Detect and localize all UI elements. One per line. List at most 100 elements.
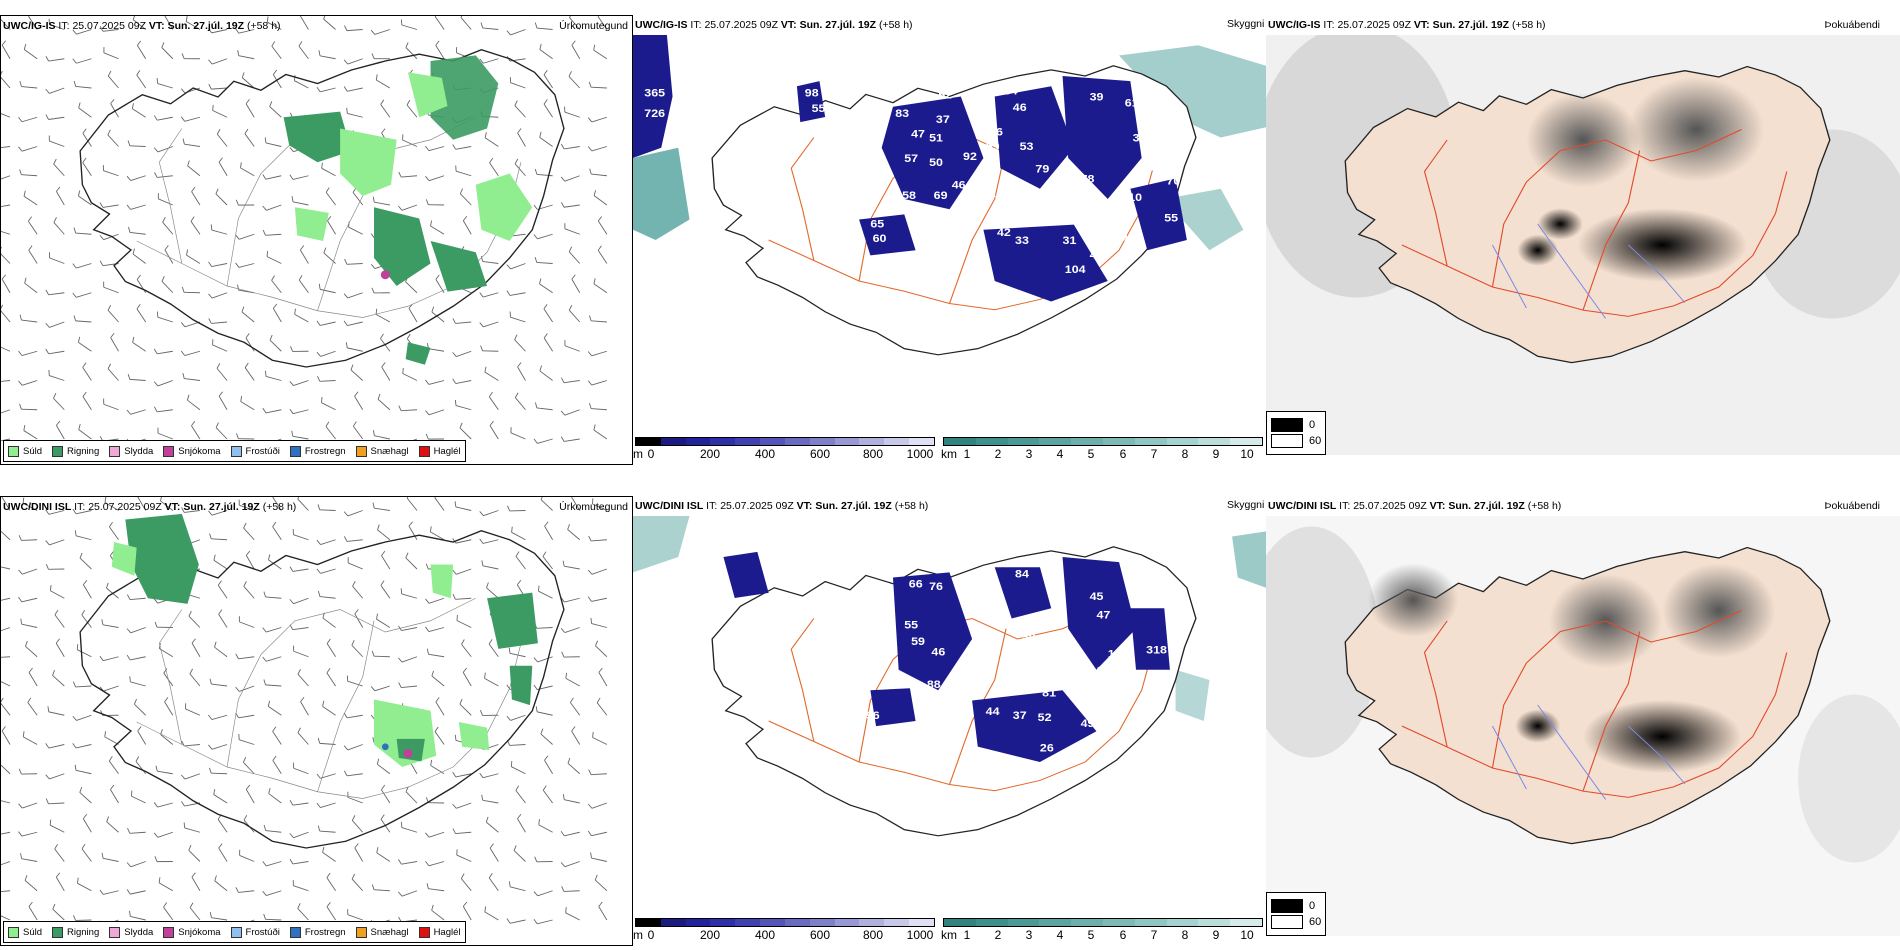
wind-barb: [568, 251, 581, 264]
wind-barb: [190, 221, 201, 235]
wind-barb: [130, 861, 146, 868]
wind-barb-tick: [326, 667, 331, 674]
wind-barb-tick: [514, 392, 519, 398]
wind-barb-tick: [326, 872, 331, 878]
wind-barb-tick: [517, 128, 522, 134]
wind-barb: [539, 370, 553, 381]
wind-barb-tick: [316, 351, 322, 357]
wind-barb-tick: [1, 726, 6, 732]
wind-barb: [269, 106, 282, 118]
wind-barb: [132, 19, 146, 30]
wind-barb-tick: [79, 552, 83, 559]
cloud-base-tick: 800: [862, 928, 884, 942]
wind-barb: [21, 539, 38, 541]
wind-barb-tick: [24, 277, 27, 284]
wind-barb-tick: [542, 551, 547, 557]
wind-barb: [373, 889, 390, 892]
wind-barb-tick: [430, 220, 432, 227]
wind-barb: [184, 827, 201, 833]
wind-barb-tick: [72, 508, 77, 515]
wind-barb-tick: [266, 16, 269, 23]
wind-barb-tick: [245, 784, 251, 790]
wind-barb-tick: [316, 320, 321, 326]
wind-barb: [401, 204, 418, 211]
wind-barb-tick: [56, 420, 61, 426]
wind-barb: [187, 399, 201, 411]
wind-barb-tick: [398, 682, 402, 688]
legend-swatch: [418, 445, 430, 457]
wind-barb-tick: [317, 504, 321, 510]
wind-barb: [211, 29, 228, 34]
wind-barb-tick: [370, 686, 376, 692]
wind-barb-tick: [72, 292, 77, 298]
wind-barb: [374, 29, 390, 35]
cloud-base-color-strip: [635, 918, 935, 927]
wind-barb-tick: [19, 314, 22, 321]
wind-barb-tick: [235, 28, 240, 34]
wind-barb: [1, 438, 11, 442]
wind-barb: [591, 146, 607, 152]
wind-barb: [238, 55, 255, 60]
wind-barb: [24, 49, 38, 60]
wind-barb: [571, 730, 581, 745]
wind-barb: [49, 140, 65, 147]
wind-barb: [510, 263, 526, 270]
wind-barb-tick: [594, 874, 598, 881]
row2-fog-title: UWC/DINI ISL IT: 25.07.2025 09Z VT: Sun.…: [1268, 500, 1562, 512]
wind-barb: [482, 261, 499, 264]
wind-barb: [137, 497, 147, 511]
wind-barb-tick: [560, 862, 566, 867]
wind-barb: [591, 857, 607, 862]
wind-barb: [49, 824, 65, 833]
wind-barb-tick: [291, 430, 294, 437]
wind-barb: [268, 793, 282, 804]
wind-barb-tick: [560, 830, 565, 837]
wind-barb-tick: [452, 144, 457, 150]
wind-barb: [292, 435, 309, 440]
wind-barb-tick: [23, 424, 26, 431]
row1-fog-legend: 0 60: [1266, 411, 1327, 455]
wind-barb: [517, 818, 526, 833]
wind-barb-tick: [272, 69, 278, 75]
wind-barb-tick: [153, 348, 158, 355]
wind-barb-tick: [45, 509, 50, 515]
wind-barb-tick: [479, 710, 483, 716]
wind-barb-tick: [380, 99, 385, 105]
wind-barb: [52, 675, 65, 687]
wind-barb-tick: [317, 590, 321, 597]
wind-barb-tick: [485, 816, 489, 823]
wind-barb-tick: [452, 378, 457, 384]
wind-barb: [215, 427, 228, 440]
wind-barb: [346, 539, 363, 542]
wind-barb-tick: [372, 196, 375, 203]
wind-barb: [106, 821, 119, 833]
wind-barb: [483, 510, 499, 517]
visibility-tick: 6: [1119, 928, 1127, 942]
wind-barb-tick: [23, 44, 27, 50]
wind-barb-tick: [593, 424, 596, 431]
cloud-base-value: 83: [1130, 583, 1144, 596]
wind-barb-tick: [345, 342, 348, 348]
wind-barb-tick: [271, 275, 275, 281]
wind-barb-tick: [562, 794, 565, 800]
wind-barb: [489, 162, 499, 177]
wind-barb: [325, 192, 336, 206]
wind-barb-tick: [127, 828, 131, 834]
wind-barb: [212, 344, 228, 352]
wind-barb-tick: [163, 668, 168, 674]
wind-barb: [482, 292, 499, 298]
wind-barb: [214, 880, 228, 892]
wind-barb: [21, 858, 38, 862]
wind-barb-tick: [153, 147, 159, 153]
wind-barb-tick: [452, 828, 456, 834]
cloud-base-value: 37: [1013, 709, 1027, 722]
wind-barb: [537, 438, 553, 444]
wind-barb: [591, 408, 607, 411]
wind-barb: [352, 426, 364, 440]
wind-barb-tick: [533, 438, 538, 444]
wind-barb: [239, 685, 255, 692]
cloud-base-value: 96: [866, 709, 880, 722]
cloud-base-value: 726: [644, 107, 665, 120]
wind-barb: [1, 800, 11, 804]
wind-barb: [347, 347, 363, 352]
